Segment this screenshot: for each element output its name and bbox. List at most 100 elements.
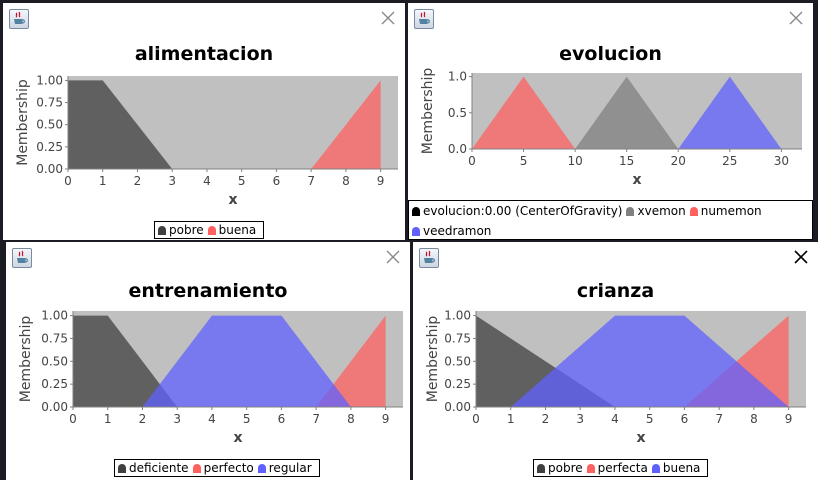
x-tick-label: 10 (567, 154, 582, 168)
java-icon (414, 9, 434, 29)
close-icon[interactable] (787, 9, 805, 27)
x-tick-label: 6 (278, 412, 286, 426)
chart-crianza: 0 1 2 3 4 5 6 7 8 9 0.00 0.25 0.50 0.75 1.00 x Membershi… (425, 309, 806, 446)
legend: deficiente perfecto regular (114, 459, 320, 477)
legend-item: veedramon (412, 223, 491, 239)
legend-label: pobre (169, 223, 204, 237)
legend-label: deficiente (129, 461, 189, 475)
series-area-xvemon (575, 76, 679, 149)
x-tick-label: 9 (785, 412, 793, 426)
x-tick-label: 8 (342, 174, 350, 188)
x-tick-label: 30 (774, 154, 789, 168)
legend-marker (257, 464, 266, 473)
legend-label: pobre (548, 461, 583, 475)
x-tick-label: 8 (347, 412, 355, 426)
y-tick-label: 0.75 (41, 331, 68, 345)
x-tick-label: 5 (243, 412, 251, 426)
series-area-buena (311, 80, 381, 169)
x-tick-label: 4 (203, 174, 211, 188)
x-tick-label: 1 (507, 412, 515, 426)
x-axis-label: x (632, 172, 641, 188)
legend-item: numemon (689, 203, 762, 219)
x-tick-label: 0 (64, 174, 72, 188)
x-tick-label: 5 (646, 412, 654, 426)
legend-row: pobre buena (158, 222, 260, 238)
series-area-regular (142, 315, 351, 407)
x-tick-label: 7 (715, 412, 723, 426)
x-tick-label: 8 (750, 412, 758, 426)
y-axis-label: Membership (420, 68, 436, 155)
legend-item: deficiente (118, 460, 189, 476)
legend-item: regular (257, 460, 312, 476)
java-icon (12, 248, 32, 268)
chart-title: crianza (576, 280, 655, 302)
legend-item: evolucion:0.00 (CenterOfGravity) (412, 203, 622, 219)
y-axis-label: Membership (425, 316, 441, 403)
x-tick-label: 0 (472, 412, 480, 426)
x-tick-label: 0 (69, 412, 77, 426)
x-tick-label: 6 (681, 412, 689, 426)
x-axis-label: x (636, 430, 645, 446)
x-tick-label: 3 (173, 412, 181, 426)
x-tick-label: 9 (382, 412, 390, 426)
y-tick-label: 0.75 (444, 331, 471, 345)
series-area-perfecto (316, 315, 386, 407)
legend-item: xvemon (626, 203, 686, 219)
legend-row: deficiente perfecto regular (118, 460, 316, 476)
legend-item: buena (207, 222, 257, 238)
series-area-pobre (68, 80, 173, 169)
legend-label: perfecto (203, 461, 254, 475)
legend-marker (586, 464, 595, 473)
x-tick-label: 4 (208, 412, 216, 426)
chart-evolucion: 0 5 10 15 20 25 30 0.0 0.5 1.0 x Membership (420, 68, 802, 188)
x-axis-label: x (228, 192, 237, 208)
chart-alimentacion: 0 1 2 3 4 5 6 7 8 9 0.00 0.25 0.50 0.75 1.00 x Membershi… (15, 73, 398, 208)
close-icon[interactable] (379, 9, 397, 27)
y-tick-label: 0.25 (36, 140, 63, 154)
legend-marker (192, 464, 201, 473)
legend-label: evolucion:0.00 (CenterOfGravity) (423, 204, 623, 218)
legend-marker (207, 226, 216, 235)
x-tick-label: 2 (134, 174, 142, 188)
x-tick-label: 3 (576, 412, 584, 426)
java-icon (9, 9, 29, 29)
legend-marker (412, 227, 420, 236)
series-area-perfecta (684, 315, 789, 407)
legend-label: regular (268, 461, 312, 475)
y-tick-label: 0.75 (36, 96, 63, 110)
legend: evolucion:0.00 (CenterOfGravity) xvemon nu… (408, 200, 813, 240)
legend-marker (118, 464, 126, 473)
legend-label: xvemon (637, 204, 686, 218)
series-area-veedramon (678, 76, 782, 149)
legend-row: veedramon (412, 223, 809, 239)
x-tick-label: 7 (312, 412, 320, 426)
series-area-pobre (476, 315, 615, 407)
legend-row: evolucion:0.00 (CenterOfGravity) xvemon nu… (412, 203, 809, 219)
chart-entrenamiento: 0 1 2 3 4 5 6 7 8 9 0.00 0.25 0.50 0.75 1.00 x Membershi… (18, 309, 403, 446)
y-tick-label: 1.00 (444, 309, 471, 323)
close-icon[interactable] (384, 248, 402, 266)
x-tick-label: 0 (468, 154, 476, 168)
y-tick-label: 0.00 (444, 400, 471, 414)
legend-row: pobre perfecta buena (537, 460, 704, 476)
y-axis-label: Membership (18, 316, 34, 403)
legend: pobre buena (154, 221, 265, 239)
x-tick-label: 15 (619, 154, 634, 168)
series-area-numemon (472, 76, 576, 149)
series-area-deficiente (73, 315, 178, 407)
close-icon[interactable] (792, 248, 810, 266)
series-area-buena (510, 315, 789, 407)
y-tick-label: 0.00 (36, 162, 63, 176)
window-alimentacion: alimentacion 0 1 2 3 4 5 6 7 8 9 0.00 0.25 0.50 0.75 1… (3, 3, 405, 240)
legend: pobre perfecta buena (533, 459, 709, 477)
legend-marker (537, 464, 545, 473)
legend-label: buena (218, 223, 257, 237)
legend-marker (651, 464, 660, 473)
x-tick-label: 1 (99, 174, 107, 188)
y-tick-label: 0.25 (41, 377, 68, 391)
legend-marker (412, 207, 420, 216)
x-tick-label: 7 (307, 174, 315, 188)
chart-title: alimentacion (134, 43, 274, 65)
chart-title: evolucion (559, 43, 662, 65)
x-tick-label: 1 (104, 412, 112, 426)
